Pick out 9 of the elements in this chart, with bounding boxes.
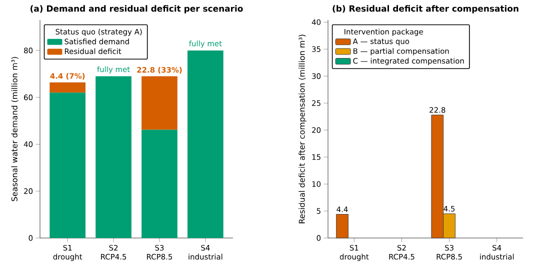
chart-title: (a) Demand and residual deficit per scenario <box>30 5 243 14</box>
bar <box>336 214 348 238</box>
bar <box>50 82 86 93</box>
bar <box>188 50 224 238</box>
bar <box>142 76 178 130</box>
bar <box>50 92 86 238</box>
chart-title: (b) Residual deficit after compensation <box>332 5 518 14</box>
bar <box>96 76 132 238</box>
bar <box>142 130 178 238</box>
